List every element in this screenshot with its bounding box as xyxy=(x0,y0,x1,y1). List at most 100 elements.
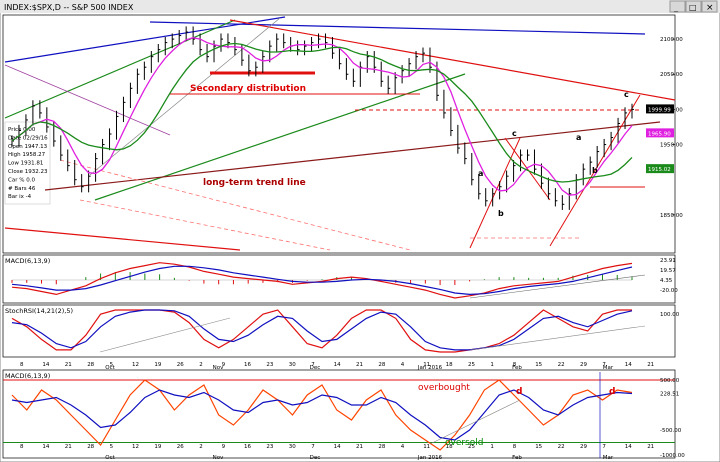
x-tick-label-bottom: 14 xyxy=(625,444,632,450)
month-label-bottom: Jan 2016 xyxy=(417,455,443,461)
macd-top-value: 19.57 xyxy=(660,268,676,274)
month-label: Oct xyxy=(105,365,115,371)
month-label-bottom: Oct xyxy=(105,455,115,461)
x-tick-label: 7 xyxy=(311,362,315,368)
macd-top-value: 4.35 xyxy=(660,278,673,284)
info-line: Low 1931.81 xyxy=(8,161,43,167)
top-blue-trendline xyxy=(149,21,646,35)
green-channel-bottom xyxy=(94,73,466,201)
price-y-tick-label: 1850.00 xyxy=(660,213,683,219)
x-tick-label-bottom: 29 xyxy=(580,444,587,450)
macd-bottom-tick-label: 228.51 xyxy=(660,392,679,398)
macd-top-value: -20.00 xyxy=(660,288,678,294)
info-line: Date 02/29/16 xyxy=(8,135,48,141)
x-tick-label: 22 xyxy=(558,362,565,368)
macd-line xyxy=(11,262,633,299)
macd-bottom-tick-label: -1000.00 xyxy=(660,453,685,459)
x-tick-label-bottom: 8 xyxy=(513,444,517,450)
month-label: Dec xyxy=(310,365,321,371)
info-line: Car % 0.0 xyxy=(8,177,35,183)
info-lines: Price 0.00 Date 02/29/16 Open 1947.13 High … xyxy=(8,127,48,200)
x-tick-label: 26 xyxy=(177,362,184,368)
x-tick-label: 9 xyxy=(222,362,226,368)
price-value-badge xyxy=(646,164,674,174)
x-tick-label: 8 xyxy=(513,362,517,368)
price-value-badge xyxy=(646,128,674,138)
window-controls: _ □ × xyxy=(669,0,718,13)
month-label: Mar xyxy=(603,365,614,371)
x-tick-label: 21 xyxy=(647,362,654,368)
moving-averages xyxy=(11,37,633,196)
x-tick-label-bottom: 21 xyxy=(65,444,72,450)
wave-label-c2: c xyxy=(624,90,629,99)
stochrsi-plot: 100.00 xyxy=(11,309,680,353)
price-value-badge xyxy=(646,104,674,114)
dashed-red-line-1 xyxy=(59,159,411,251)
price-value-badge-label: 1999.99 xyxy=(648,107,671,113)
blue-line xyxy=(11,389,633,441)
macd-bottom-trendline xyxy=(429,399,521,445)
x-tick-label: 1 xyxy=(490,362,494,368)
wave-label-a2: a xyxy=(576,133,581,142)
price-trendlines xyxy=(4,16,676,251)
x-tick-label-bottom: 25 xyxy=(468,444,475,450)
macd-top-label: MACD(6,13,9) xyxy=(5,257,50,265)
close-icon: × xyxy=(706,3,714,13)
green-moving-average xyxy=(11,42,633,183)
x-tick-label-bottom: 1 xyxy=(490,444,494,450)
x-tick-label: 2 xyxy=(199,362,203,368)
x-tick-label: 23 xyxy=(266,362,273,368)
x-tick-label: 11 xyxy=(423,362,430,368)
dashed-red-line-2 xyxy=(79,199,331,251)
wave-label-a1: a xyxy=(478,169,483,178)
price-y-tick-label: 2100.00 xyxy=(660,37,683,43)
info-line: # Bars 46 xyxy=(8,186,36,192)
x-tick-label: 28 xyxy=(378,362,385,368)
x-tick-label: 18 xyxy=(446,362,453,368)
price-value-badge-label: 1965.90 xyxy=(648,131,671,137)
x-tick-label-bottom: 5 xyxy=(110,444,114,450)
price-axis: 2100.002050.002000.001950.001850.001999.… xyxy=(646,37,683,219)
x-tick-label: 29 xyxy=(580,362,587,368)
maximize-button[interactable] xyxy=(685,0,702,13)
info-line: Bar ix -4 xyxy=(8,194,32,200)
x-tick-label: 30 xyxy=(289,362,296,368)
x-tick-label-bottom: 30 xyxy=(289,444,296,450)
minimize-button[interactable] xyxy=(669,0,686,13)
price-value-badge-label: 1915.02 xyxy=(648,167,671,173)
title-bar xyxy=(0,0,720,13)
x-tick-label-bottom: 28 xyxy=(87,444,94,450)
macd-bottom-tick-label: 500.00 xyxy=(660,378,680,384)
long-term-trendline xyxy=(44,121,661,191)
x-tick-label-bottom: 18 xyxy=(446,444,453,450)
red-lower-line xyxy=(4,227,241,251)
x-tick-label-bottom: 11 xyxy=(423,444,430,450)
red-downtrend-line xyxy=(229,19,676,101)
x-tick-label: 14 xyxy=(625,362,632,368)
x-tick-label: 7 xyxy=(602,362,606,368)
divergence-label-2: d xyxy=(609,387,615,397)
month-label-bottom: Feb xyxy=(512,455,522,461)
x-tick-label: 21 xyxy=(356,362,363,368)
stoch-trendline-2 xyxy=(469,325,646,351)
wave-channel-mid xyxy=(504,137,551,201)
x-tick-label: 15 xyxy=(535,362,542,368)
overbought-label: overbought xyxy=(418,383,470,393)
x-axis: 8814142121282855121219192626229916162323… xyxy=(20,362,654,461)
x-tick-label-bottom: 15 xyxy=(535,444,542,450)
x-tick-label-bottom: 2 xyxy=(199,444,203,450)
x-tick-label: 28 xyxy=(87,362,94,368)
info-line: Price 0.00 xyxy=(8,127,36,133)
x-tick-label: 4 xyxy=(401,362,405,368)
green-channel-top xyxy=(4,19,236,119)
wave-label-b1: b xyxy=(498,209,504,218)
secondary-distribution-label: Secondary distribution xyxy=(190,84,306,94)
x-tick-label: 14 xyxy=(334,362,341,368)
stoch-trendline-1 xyxy=(99,317,231,353)
x-tick-label: 12 xyxy=(132,362,139,368)
close-button[interactable] xyxy=(701,0,718,13)
trendline-label: long-term trend line xyxy=(203,178,306,188)
signal-line xyxy=(11,265,633,296)
oversold-label: oversold xyxy=(445,438,483,448)
